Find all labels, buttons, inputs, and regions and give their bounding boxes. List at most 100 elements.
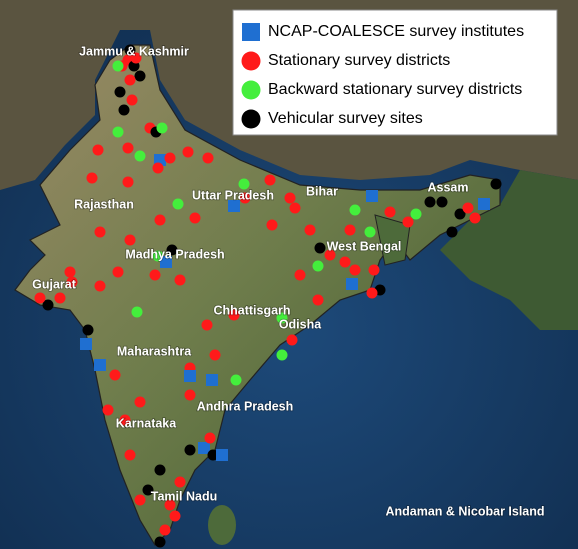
survey-site [134, 150, 146, 162]
survey-site [156, 122, 168, 134]
survey-site [189, 212, 201, 224]
survey-site [149, 269, 161, 281]
survey-site [454, 208, 466, 220]
survey-site [92, 144, 104, 156]
survey-site [294, 269, 306, 281]
neighbor-land [440, 170, 578, 330]
legend-label: Vehicular survey sites [268, 110, 423, 127]
legend-swatch [242, 23, 260, 41]
survey-site [349, 204, 361, 216]
survey-site [174, 274, 186, 286]
survey-site [119, 414, 131, 426]
survey-site [172, 198, 184, 210]
survey-institute [346, 278, 358, 290]
survey-site [152, 162, 164, 174]
survey-site [284, 192, 296, 204]
survey-site [304, 224, 316, 236]
survey-site [112, 266, 124, 278]
survey-site [86, 172, 98, 184]
region-label: Maharashtra [117, 344, 192, 358]
legend-label: NCAP-COALESCE survey institutes [268, 23, 524, 40]
survey-site [366, 287, 378, 299]
survey-site [130, 52, 142, 64]
survey-site [184, 389, 196, 401]
region-label: Assam [428, 180, 469, 194]
survey-site [462, 202, 474, 214]
survey-institute [198, 442, 210, 454]
survey-site [339, 256, 351, 268]
survey-site [184, 444, 196, 456]
survey-site [122, 176, 134, 188]
survey-site [154, 464, 166, 476]
legend-swatch [241, 109, 261, 129]
survey-site [239, 192, 251, 204]
survey-institute [94, 359, 106, 371]
survey-site [54, 292, 66, 304]
survey-site [126, 94, 138, 106]
survey-site [238, 178, 250, 190]
survey-institute [160, 256, 172, 268]
legend-label: Stationary survey districts [268, 52, 450, 69]
survey-site [131, 306, 143, 318]
survey-site [122, 142, 134, 154]
region-label: Odisha [279, 317, 322, 331]
survey-site [204, 432, 216, 444]
survey-points [34, 44, 502, 548]
survey-site [42, 299, 54, 311]
legend-swatch [241, 80, 261, 100]
region-label: Gujarat [32, 277, 77, 291]
survey-site [124, 234, 136, 246]
survey-site [159, 524, 171, 536]
survey-site [134, 70, 146, 82]
region-label: Uttar Pradesh [192, 188, 274, 202]
survey-site [312, 260, 324, 272]
survey-site [286, 334, 298, 346]
region-label: Rajasthan [74, 197, 134, 211]
survey-site [34, 292, 46, 304]
survey-site [384, 206, 396, 218]
region-labels: Jammu & Kashmir Rajasthan Uttar Pradesh Bih… [31, 44, 545, 520]
survey-site [264, 174, 276, 186]
survey-site [182, 146, 194, 158]
survey-site [490, 178, 502, 190]
survey-site [201, 319, 213, 331]
survey-institute [366, 190, 378, 202]
survey-site [436, 196, 448, 208]
survey-site [230, 374, 242, 386]
region-label: West Bengal [327, 239, 402, 253]
survey-site [112, 60, 124, 72]
region-label: Bihar [306, 184, 338, 198]
survey-site [124, 74, 136, 86]
survey-site [228, 309, 240, 321]
survey-site [169, 510, 181, 522]
survey-site [142, 484, 154, 496]
survey-site [207, 449, 219, 461]
survey-site [368, 264, 380, 276]
survey-institute [184, 370, 196, 382]
survey-site [102, 404, 114, 416]
survey-site [314, 242, 326, 254]
survey-site [112, 126, 124, 138]
survey-institute [216, 449, 228, 461]
region-label: Andaman & Nicobar Island [385, 504, 544, 518]
survey-institute [206, 374, 218, 386]
survey-site [164, 152, 176, 164]
survey-site [154, 536, 166, 548]
survey-site [174, 476, 186, 488]
survey-site [114, 86, 126, 98]
survey-site [344, 224, 356, 236]
legend-swatch [241, 51, 261, 71]
region-label: Tamil Nadu [151, 489, 217, 503]
region-label: Andhra Pradesh [197, 399, 294, 413]
survey-site [276, 312, 288, 324]
survey-institute [228, 200, 240, 212]
survey-site [202, 152, 214, 164]
survey-site [118, 104, 130, 116]
survey-site [154, 214, 166, 226]
region-label: Madhya Pradesh [125, 247, 224, 261]
survey-institute [80, 338, 92, 350]
survey-site [349, 264, 361, 276]
survey-site [446, 226, 458, 238]
survey-site [312, 294, 324, 306]
